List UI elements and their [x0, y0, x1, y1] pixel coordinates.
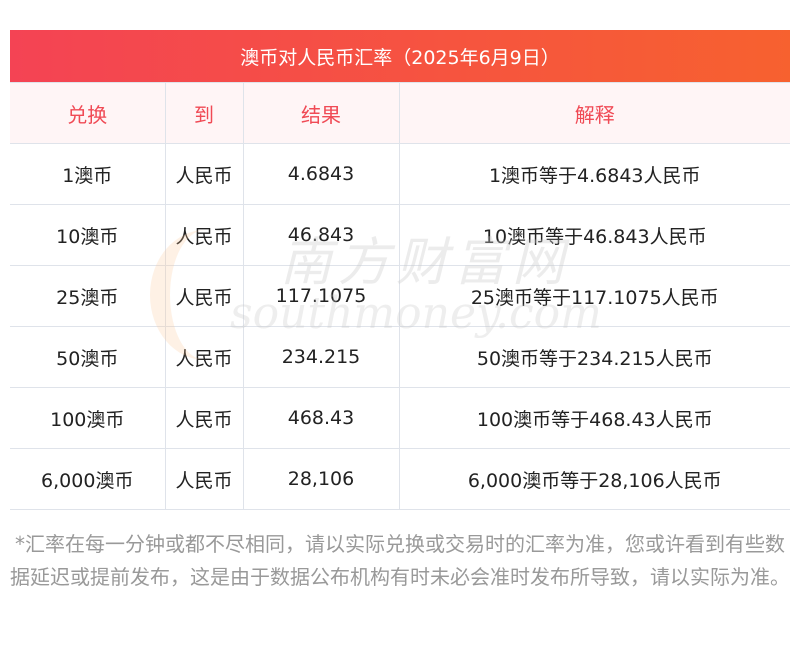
table-row: 6,000澳币 人民币 28,106 6,000澳币等于28,106人民币: [10, 448, 790, 510]
cell-result: 117.1075: [242, 265, 400, 327]
cell-explanation: 6,000澳币等于28,106人民币: [398, 448, 790, 510]
table-header-row: 兑换 到 结果 解释: [10, 82, 790, 144]
cell-target-currency: 人民币: [164, 387, 244, 449]
cell-result: 46.843: [242, 204, 400, 266]
cell-amount: 100澳币: [10, 387, 166, 449]
table-row: 100澳币 人民币 468.43 100澳币等于468.43人民币: [10, 387, 790, 449]
cell-result: 234.215: [242, 326, 400, 388]
exchange-table: 兑换 到 结果 解释 1澳币 人民币 4.6843 1澳币等于4.6843人民币 10澳…: [10, 82, 790, 510]
table-title: 澳币对人民币汇率（2025年6月9日）: [10, 30, 790, 82]
header-to: 到: [164, 82, 244, 144]
cell-target-currency: 人民币: [164, 143, 244, 205]
table-row: 25澳币 人民币 117.1075 25澳币等于117.1075人民币: [10, 265, 790, 327]
header-explanation: 解释: [398, 82, 790, 144]
cell-amount: 1澳币: [10, 143, 166, 205]
cell-amount: 25澳币: [10, 265, 166, 327]
cell-result: 468.43: [242, 387, 400, 449]
cell-explanation: 1澳币等于4.6843人民币: [398, 143, 790, 205]
table-row: 1澳币 人民币 4.6843 1澳币等于4.6843人民币: [10, 143, 790, 205]
disclaimer-note: *汇率在每一分钟或都不尽相同，请以实际兑换或交易时的汇率为准，您或许看到有些数据…: [10, 532, 790, 589]
header-result: 结果: [242, 82, 400, 144]
cell-amount: 6,000澳币: [10, 448, 166, 510]
cell-explanation: 25澳币等于117.1075人民币: [398, 265, 790, 327]
cell-explanation: 10澳币等于46.843人民币: [398, 204, 790, 266]
cell-target-currency: 人民币: [164, 265, 244, 327]
table-row: 10澳币 人民币 46.843 10澳币等于46.843人民币: [10, 204, 790, 266]
cell-amount: 10澳币: [10, 204, 166, 266]
header-convert: 兑换: [10, 82, 166, 144]
cell-target-currency: 人民币: [164, 326, 244, 388]
cell-target-currency: 人民币: [164, 204, 244, 266]
cell-explanation: 50澳币等于234.215人民币: [398, 326, 790, 388]
cell-target-currency: 人民币: [164, 448, 244, 510]
table-row: 50澳币 人民币 234.215 50澳币等于234.215人民币: [10, 326, 790, 388]
cell-result: 4.6843: [242, 143, 400, 205]
cell-amount: 50澳币: [10, 326, 166, 388]
cell-result: 28,106: [242, 448, 400, 510]
cell-explanation: 100澳币等于468.43人民币: [398, 387, 790, 449]
